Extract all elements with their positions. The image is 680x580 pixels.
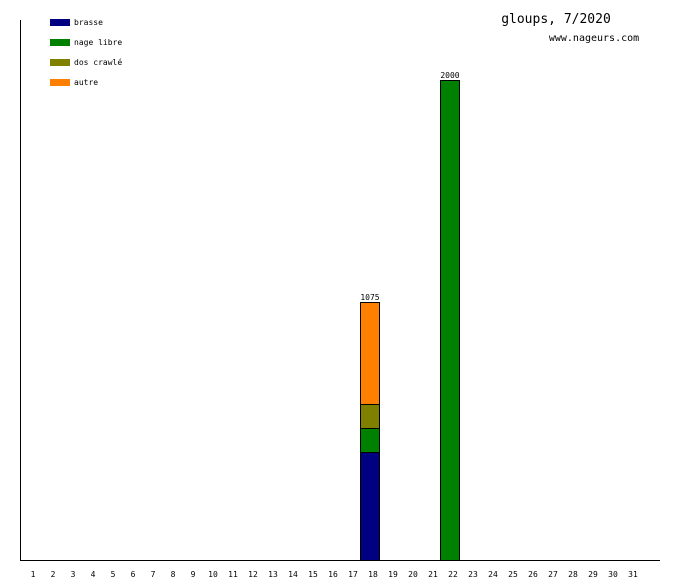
x-tick-label-10: 10	[208, 570, 218, 579]
x-tick-label-7: 7	[151, 570, 156, 579]
legend-label-2: dos crawlé	[74, 57, 122, 67]
bar-day-22-nage-libre	[440, 80, 460, 561]
legend-swatch-2	[50, 59, 70, 66]
x-tick-label-16: 16	[328, 570, 338, 579]
bar-day-18-dos-crawl-	[360, 404, 380, 429]
x-tick-label-20: 20	[408, 570, 418, 579]
x-tick-label-13: 13	[268, 570, 278, 579]
x-tick-label-25: 25	[508, 570, 518, 579]
x-tick-label-1: 1	[31, 570, 36, 579]
x-tick-label-31: 31	[628, 570, 638, 579]
bar-day-18-brasse	[360, 452, 380, 561]
x-tick-label-24: 24	[488, 570, 498, 579]
x-tick-label-8: 8	[171, 570, 176, 579]
x-tick-label-23: 23	[468, 570, 478, 579]
x-tick-label-22: 22	[448, 570, 458, 579]
x-tick-label-9: 9	[191, 570, 196, 579]
x-tick-label-17: 17	[348, 570, 358, 579]
x-tick-label-29: 29	[588, 570, 598, 579]
bar-day-18-autre	[360, 302, 380, 405]
chart-title: gloups, 7/2020	[501, 12, 611, 27]
x-tick-label-15: 15	[308, 570, 318, 579]
legend-label-0: brasse	[74, 18, 103, 27]
chart-subtitle: www.nageurs.com	[549, 33, 639, 44]
x-tick-label-3: 3	[71, 570, 76, 579]
x-tick-label-14: 14	[288, 570, 298, 579]
legend-swatch-3	[50, 79, 70, 86]
x-tick-label-19: 19	[388, 570, 398, 579]
x-tick-label-18: 18	[368, 570, 378, 579]
total-label-day-18: 1075	[360, 293, 379, 302]
x-tick-label-4: 4	[91, 570, 96, 579]
legend: brasse nage libre dos crawlé autre	[50, 18, 122, 87]
legend-label-3: autre	[74, 78, 98, 87]
x-tick-label-21: 21	[428, 570, 438, 579]
legend-label-1: nage libre	[74, 38, 122, 47]
bar-day-18-nage-libre	[360, 428, 380, 453]
x-tick-label-27: 27	[548, 570, 558, 579]
x-tick-label-12: 12	[248, 570, 258, 579]
x-tick-label-30: 30	[608, 570, 618, 579]
legend-swatch-0	[50, 19, 70, 26]
x-tick-label-28: 28	[568, 570, 578, 579]
x-tick-labels: 1 2 3 4 5 6 7 8 9 10 11 12 13 14 15 16 17 18 19 20 21 22 23 24 2…	[31, 570, 638, 579]
x-tick-label-5: 5	[111, 570, 116, 579]
legend-swatch-1	[50, 39, 70, 46]
total-label-day-22: 2000	[440, 71, 459, 80]
x-tick-label-2: 2	[51, 570, 56, 579]
x-tick-label-6: 6	[131, 570, 136, 579]
x-tick-label-11: 11	[228, 570, 238, 579]
total-labels: 1075 2000	[360, 71, 459, 302]
bars	[360, 80, 460, 561]
x-tick-label-26: 26	[528, 570, 538, 579]
